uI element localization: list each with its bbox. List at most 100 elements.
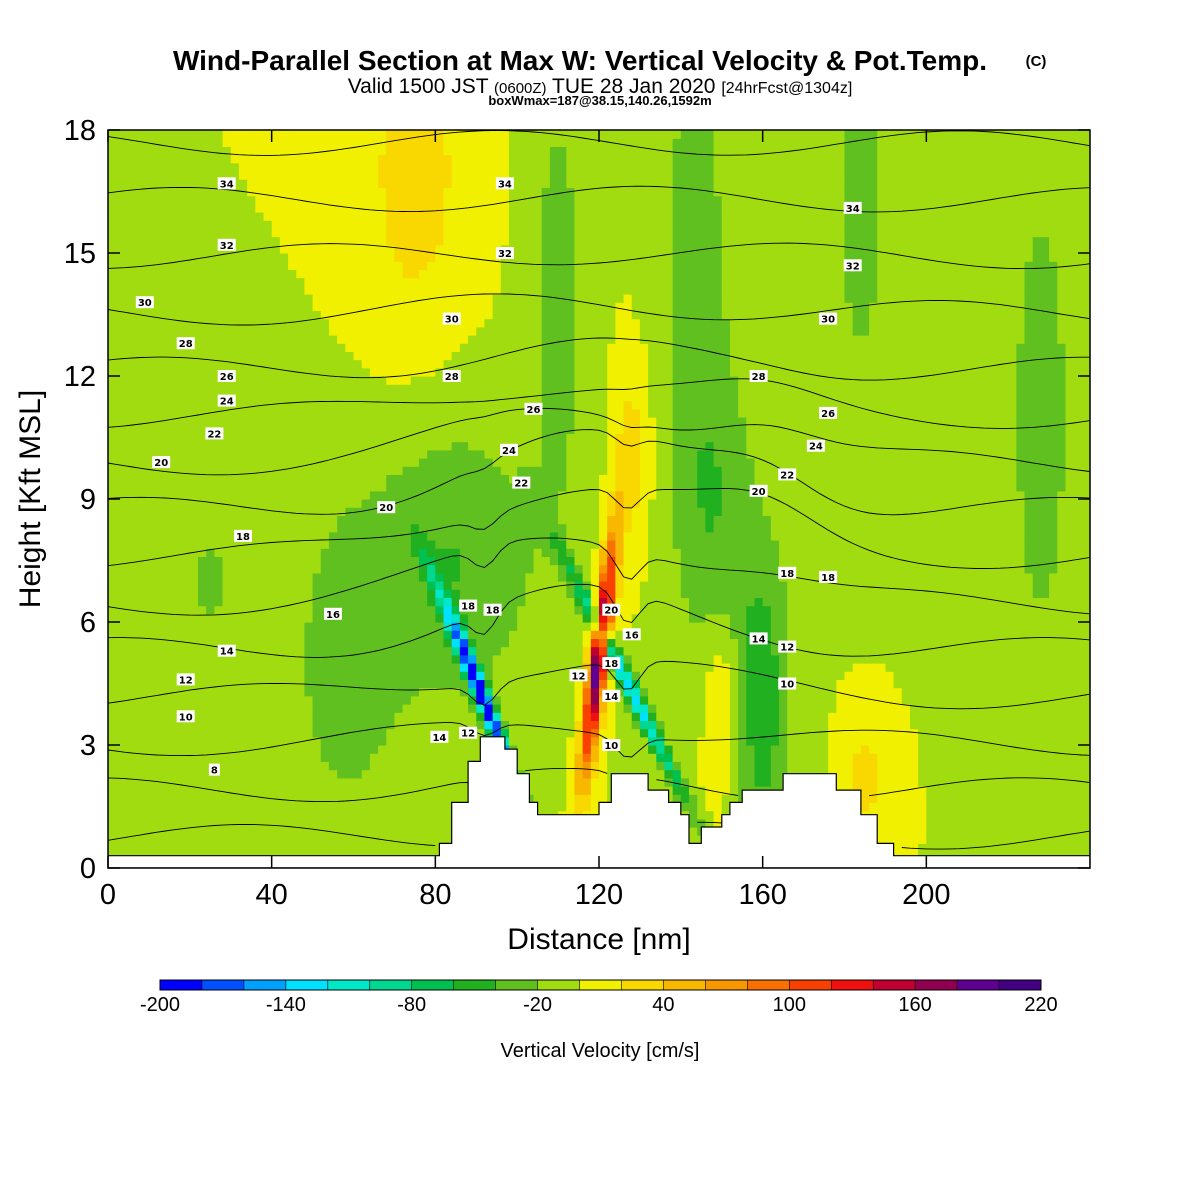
w-cell bbox=[926, 630, 936, 639]
w-cell bbox=[116, 695, 125, 705]
chart-subtitle: Valid 1500 JST (0600Z) TUE 28 Jan 2020 [… bbox=[348, 75, 853, 98]
w-cell bbox=[132, 786, 142, 795]
w-cell bbox=[901, 704, 911, 713]
w-cell bbox=[116, 794, 125, 803]
w-cell bbox=[574, 646, 584, 656]
w-cell bbox=[255, 531, 265, 541]
w-cell bbox=[909, 622, 919, 631]
w-cell bbox=[721, 753, 731, 762]
w-cell bbox=[198, 523, 207, 533]
w-cell bbox=[361, 843, 371, 853]
w-cell bbox=[353, 745, 363, 754]
w-cell bbox=[328, 777, 338, 787]
w-cell bbox=[901, 597, 911, 607]
w-cell bbox=[533, 663, 543, 672]
w-cell bbox=[173, 835, 183, 844]
w-cell bbox=[181, 786, 191, 795]
w-cell bbox=[893, 810, 903, 820]
w-cell bbox=[942, 843, 952, 853]
w-cell bbox=[869, 753, 878, 762]
w-cell bbox=[590, 597, 600, 607]
w-cell bbox=[533, 671, 543, 680]
w-cell bbox=[1049, 745, 1058, 754]
w-cell bbox=[746, 736, 756, 746]
w-cell bbox=[934, 646, 944, 656]
w-cell bbox=[206, 704, 215, 713]
w-cell bbox=[296, 564, 305, 574]
w-cell bbox=[574, 572, 584, 582]
w-cell bbox=[410, 769, 420, 779]
w-cell bbox=[1040, 818, 1050, 828]
w-cell bbox=[263, 736, 273, 746]
w-cell bbox=[639, 531, 649, 541]
w-cell bbox=[762, 654, 772, 664]
w-cell bbox=[288, 835, 297, 844]
w-cell bbox=[746, 777, 756, 787]
w-cell bbox=[148, 761, 158, 771]
w-cell bbox=[729, 736, 739, 746]
w-cell bbox=[1016, 679, 1026, 689]
w-cell bbox=[337, 630, 346, 639]
w-cell bbox=[263, 654, 273, 664]
w-cell bbox=[288, 695, 297, 705]
w-cell bbox=[1008, 572, 1017, 582]
w-cell bbox=[312, 654, 322, 664]
w-cell bbox=[885, 622, 895, 631]
w-cell bbox=[1032, 843, 1042, 853]
w-cell bbox=[999, 745, 1009, 754]
w-cell bbox=[590, 581, 600, 590]
w-cell bbox=[1024, 712, 1034, 721]
w-cell bbox=[312, 613, 322, 623]
w-cell bbox=[680, 531, 690, 541]
w-cell bbox=[819, 581, 829, 590]
w-cell bbox=[1073, 597, 1083, 607]
w-cell bbox=[566, 605, 576, 615]
w-cell bbox=[353, 818, 363, 828]
w-cell bbox=[975, 786, 985, 795]
w-cell bbox=[975, 605, 985, 615]
w-cell bbox=[165, 712, 175, 721]
w-cell bbox=[500, 687, 510, 697]
w-cell bbox=[386, 654, 396, 664]
w-cell bbox=[288, 671, 297, 680]
w-cell bbox=[860, 581, 870, 590]
w-cell bbox=[852, 712, 862, 721]
w-cell bbox=[950, 843, 960, 853]
w-cell bbox=[525, 646, 535, 656]
w-cell bbox=[1073, 564, 1083, 574]
w-cell bbox=[459, 589, 469, 598]
w-cell bbox=[484, 523, 494, 533]
w-cell bbox=[729, 728, 739, 738]
w-cell bbox=[1032, 654, 1042, 664]
w-cell bbox=[165, 835, 175, 844]
w-cell bbox=[443, 835, 453, 844]
w-cell bbox=[410, 597, 420, 607]
w-cell bbox=[901, 687, 911, 697]
w-cell bbox=[230, 654, 240, 664]
w-cell bbox=[959, 589, 968, 598]
w-cell bbox=[189, 818, 199, 828]
w-cell bbox=[950, 827, 960, 836]
w-cell bbox=[623, 736, 633, 746]
w-cell bbox=[443, 687, 453, 697]
w-cell bbox=[705, 581, 715, 590]
w-cell bbox=[345, 753, 355, 762]
w-cell bbox=[1040, 761, 1050, 771]
w-cell bbox=[1024, 704, 1034, 713]
w-cell bbox=[165, 810, 175, 820]
w-cell bbox=[828, 704, 837, 713]
w-cell bbox=[410, 556, 420, 566]
w-cell bbox=[844, 613, 854, 623]
w-cell bbox=[435, 622, 445, 631]
w-cell bbox=[1008, 531, 1017, 541]
w-cell bbox=[656, 531, 666, 541]
w-cell bbox=[132, 753, 142, 762]
w-cell bbox=[238, 810, 248, 820]
w-cell bbox=[533, 630, 543, 639]
w-cell bbox=[918, 548, 927, 557]
w-cell bbox=[934, 786, 944, 795]
w-cell bbox=[787, 597, 796, 607]
w-cell bbox=[770, 720, 780, 730]
w-cell bbox=[451, 769, 461, 779]
w-cell bbox=[279, 728, 289, 738]
